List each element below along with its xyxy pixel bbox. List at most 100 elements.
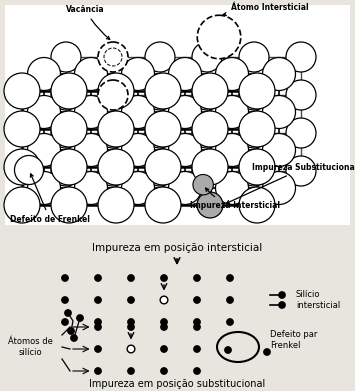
Text: Átomos de
silício: Átomos de silício	[7, 337, 53, 357]
Circle shape	[98, 42, 128, 72]
Circle shape	[226, 319, 234, 325]
Text: Impureza em posição substitucional: Impureza em posição substitucional	[89, 379, 265, 389]
Circle shape	[215, 57, 248, 90]
Circle shape	[193, 274, 201, 282]
Circle shape	[51, 42, 81, 72]
Circle shape	[27, 133, 60, 167]
Circle shape	[263, 348, 271, 355]
Circle shape	[226, 274, 234, 282]
Circle shape	[121, 172, 154, 204]
Circle shape	[145, 111, 181, 147]
Circle shape	[145, 80, 175, 110]
Circle shape	[61, 274, 69, 282]
Circle shape	[239, 156, 269, 186]
Circle shape	[192, 80, 222, 110]
Circle shape	[51, 156, 81, 186]
Circle shape	[145, 118, 175, 148]
Circle shape	[61, 319, 69, 325]
Circle shape	[94, 319, 102, 325]
Circle shape	[215, 95, 248, 129]
Circle shape	[71, 334, 77, 341]
Circle shape	[160, 368, 168, 375]
Bar	[5, 5, 350, 225]
Circle shape	[239, 187, 275, 223]
Circle shape	[65, 310, 71, 316]
Circle shape	[27, 57, 60, 90]
Circle shape	[192, 149, 228, 185]
Circle shape	[197, 15, 241, 59]
Circle shape	[51, 118, 81, 148]
Circle shape	[239, 111, 275, 147]
Circle shape	[51, 73, 87, 109]
Circle shape	[160, 319, 168, 325]
Circle shape	[145, 187, 181, 223]
Circle shape	[75, 95, 108, 129]
Circle shape	[193, 368, 201, 375]
Text: Silício
intersticial: Silício intersticial	[296, 290, 340, 310]
Circle shape	[4, 187, 40, 223]
Circle shape	[262, 172, 295, 204]
Circle shape	[67, 328, 75, 334]
Circle shape	[193, 174, 213, 195]
Circle shape	[98, 187, 134, 223]
Circle shape	[193, 319, 201, 325]
Circle shape	[94, 274, 102, 282]
Circle shape	[61, 296, 69, 303]
Circle shape	[98, 118, 128, 148]
Circle shape	[15, 156, 44, 185]
Circle shape	[193, 296, 201, 303]
Circle shape	[98, 80, 128, 110]
Circle shape	[145, 73, 181, 109]
Circle shape	[226, 296, 234, 303]
Circle shape	[192, 156, 222, 186]
Circle shape	[279, 301, 285, 308]
Circle shape	[94, 296, 102, 303]
Circle shape	[94, 346, 102, 353]
Circle shape	[192, 73, 228, 109]
Circle shape	[75, 57, 108, 90]
Circle shape	[262, 95, 295, 129]
Circle shape	[169, 57, 202, 90]
Circle shape	[4, 149, 40, 185]
Circle shape	[51, 111, 87, 147]
Circle shape	[193, 346, 201, 353]
Circle shape	[169, 95, 202, 129]
Text: Átomo Intersticial: Átomo Intersticial	[223, 3, 309, 16]
Circle shape	[51, 80, 81, 110]
Circle shape	[27, 172, 60, 204]
Text: Impureza em posição intersticial: Impureza em posição intersticial	[92, 243, 262, 253]
Circle shape	[121, 95, 154, 129]
Circle shape	[160, 296, 168, 304]
Circle shape	[127, 323, 135, 330]
Circle shape	[98, 111, 134, 147]
Circle shape	[127, 296, 135, 303]
Circle shape	[98, 149, 134, 185]
Circle shape	[127, 345, 135, 353]
Text: Impureza Intersticial: Impureza Intersticial	[190, 188, 280, 210]
Circle shape	[197, 192, 223, 218]
Circle shape	[286, 156, 316, 186]
Circle shape	[262, 57, 295, 90]
Circle shape	[286, 42, 316, 72]
Circle shape	[75, 172, 108, 204]
Circle shape	[192, 42, 222, 72]
Circle shape	[215, 172, 248, 204]
Circle shape	[145, 156, 175, 186]
Circle shape	[239, 73, 275, 109]
Circle shape	[51, 149, 87, 185]
Circle shape	[94, 368, 102, 375]
Circle shape	[192, 111, 228, 147]
Circle shape	[279, 292, 285, 298]
Circle shape	[239, 42, 269, 72]
Circle shape	[121, 57, 154, 90]
Circle shape	[51, 187, 87, 223]
Text: Vacância: Vacância	[66, 5, 110, 39]
Text: Impureza Substitucional: Impureza Substitucional	[226, 163, 355, 203]
Circle shape	[4, 111, 40, 147]
Circle shape	[127, 368, 135, 375]
Circle shape	[76, 314, 83, 321]
Circle shape	[192, 118, 222, 148]
Circle shape	[98, 156, 128, 186]
Circle shape	[239, 149, 275, 185]
Circle shape	[145, 149, 181, 185]
